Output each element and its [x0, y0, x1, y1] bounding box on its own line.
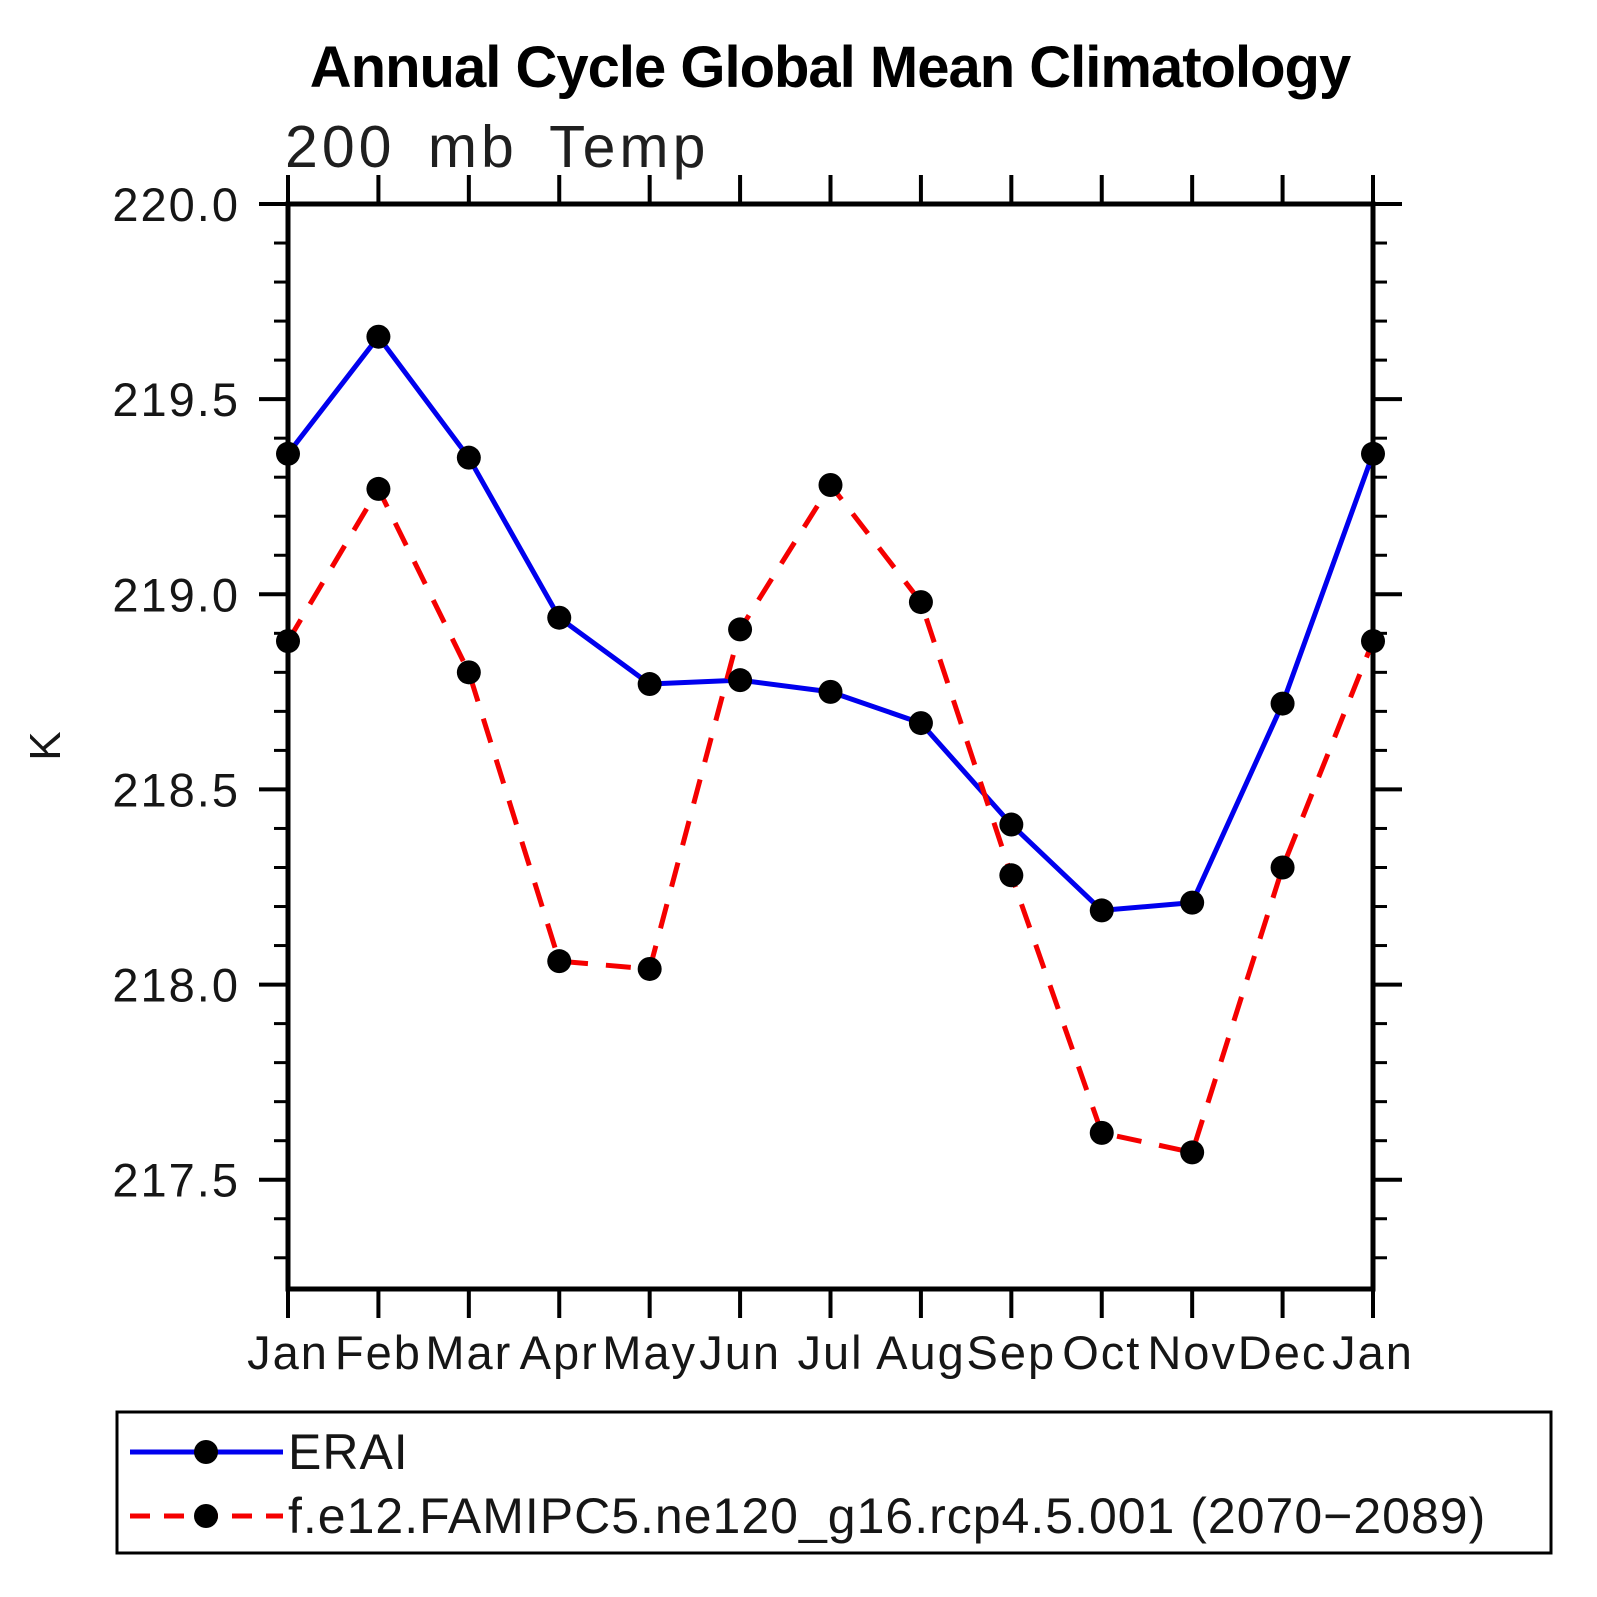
y-axis-label: K	[21, 731, 70, 760]
x-tick-label: Mar	[425, 1326, 512, 1379]
data-point-marker	[276, 629, 300, 654]
data-point-marker	[637, 672, 662, 697]
data-point-marker	[818, 473, 843, 498]
data-point-marker	[1180, 890, 1205, 915]
x-tick-label: Apr	[520, 1326, 599, 1379]
chart-title: Annual Cycle Global Mean Climatology	[310, 35, 1351, 100]
data-point-marker	[276, 441, 300, 466]
data-point-marker	[728, 617, 753, 642]
legend-marker-icon-model	[194, 1504, 218, 1528]
data-point-marker	[728, 668, 753, 693]
plot-frame	[285, 201, 1376, 1292]
x-tick-label: Nov	[1147, 1326, 1237, 1379]
legend-label-model: f.e12.FAMIPC5.ne120_g16.rcp4.5.001 (2070…	[288, 1488, 1486, 1544]
y-tick-label: 219.5	[112, 373, 240, 426]
x-tick-label: Jan	[1332, 1326, 1414, 1379]
y-tick-label: 218.5	[112, 763, 240, 816]
y-tick-label: 218.0	[112, 959, 240, 1012]
legend-frame	[115, 1410, 1553, 1555]
data-point-marker	[1089, 898, 1114, 923]
x-tick-label: Sep	[967, 1326, 1057, 1379]
data-point-marker	[637, 956, 662, 981]
plot-area: Jan Feb Mar Apr May Jun Jul Aug Sep Oct Nov Dec Jan2…	[112, 175, 1414, 1379]
data-point-marker	[547, 605, 572, 630]
data-point-marker	[818, 679, 843, 704]
data-point-marker	[456, 660, 481, 685]
legend-box: ERAI f.e12.FAMIPC5.ne120_g16.rcp4.5.001 …	[115, 1410, 1553, 1555]
chart-subtitle: 200 mb Temp	[285, 114, 709, 180]
series-line-0	[286, 334, 1376, 913]
series-line-1	[285, 482, 1376, 1155]
y-tick-label: 219.0	[112, 568, 240, 621]
legend-marker-icon-erai	[194, 1440, 218, 1464]
data-point-marker	[366, 476, 391, 501]
x-tick-label: Jun	[699, 1326, 781, 1379]
data-point-marker	[999, 863, 1024, 888]
x-tick-label: Dec	[1238, 1326, 1328, 1379]
data-point-marker	[456, 445, 481, 470]
data-point-marker	[908, 590, 933, 615]
data-point-marker	[1361, 629, 1385, 654]
data-point-marker	[999, 812, 1024, 837]
data-point-marker	[908, 711, 933, 736]
data-point-marker	[547, 949, 572, 974]
data-point-marker	[1089, 1120, 1114, 1145]
y-tick-label: 220.0	[112, 178, 240, 231]
data-point-marker	[1270, 691, 1295, 716]
x-tick-label: Oct	[1062, 1326, 1141, 1379]
data-point-marker	[1270, 855, 1295, 880]
data-point-marker	[366, 324, 391, 349]
x-tick-label: May	[602, 1326, 697, 1379]
x-tick-label: Feb	[335, 1326, 422, 1379]
x-tick-label: Jul	[797, 1326, 863, 1379]
data-point-marker	[1180, 1140, 1205, 1165]
y-tick-label: 217.5	[112, 1154, 240, 1207]
x-tick-label: Aug	[876, 1326, 966, 1379]
legend-label-erai: ERAI	[288, 1424, 409, 1480]
x-tick-label: Jan	[247, 1326, 329, 1379]
data-point-marker	[1361, 441, 1385, 466]
